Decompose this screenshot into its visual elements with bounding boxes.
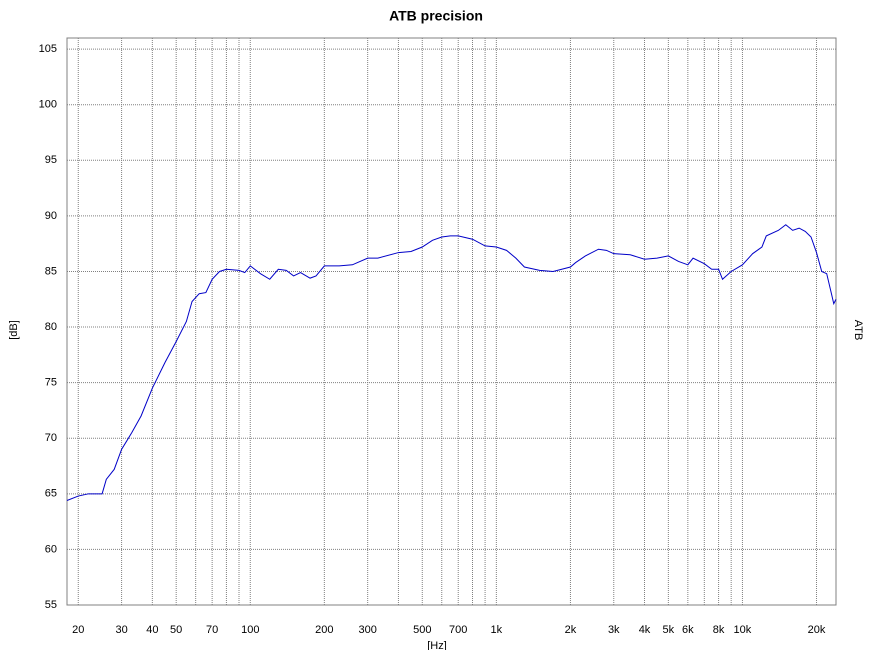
y-tick-label: 55 bbox=[45, 599, 57, 611]
y-tick-label: 95 bbox=[45, 154, 57, 166]
y-tick-label: 100 bbox=[39, 99, 57, 111]
x-tick-label: 20k bbox=[808, 624, 826, 636]
x-axis-label: [Hz] bbox=[427, 640, 447, 650]
x-tick-label: 100 bbox=[241, 624, 259, 636]
x-tick-label: 200 bbox=[315, 624, 333, 636]
y-tick-label: 80 bbox=[45, 321, 57, 333]
x-tick-label: 20 bbox=[72, 624, 84, 636]
chart-title: ATB precision bbox=[389, 8, 483, 24]
y-tick-label: 75 bbox=[45, 377, 57, 389]
x-tick-label: 50 bbox=[170, 624, 182, 636]
y-axis-label: [dB] bbox=[8, 320, 20, 340]
x-tick-label: 8k bbox=[713, 624, 725, 636]
x-tick-label: 500 bbox=[413, 624, 431, 636]
x-tick-label: 700 bbox=[449, 624, 467, 636]
plot-area bbox=[66, 37, 837, 606]
y-tick-label: 70 bbox=[45, 432, 57, 444]
y-tick-label: 105 bbox=[39, 43, 57, 55]
x-tick-label: 70 bbox=[206, 624, 218, 636]
x-tick-label: 5k bbox=[663, 624, 675, 636]
x-tick-label: 4k bbox=[639, 624, 651, 636]
x-tick-label: 3k bbox=[608, 624, 620, 636]
x-tick-label: 6k bbox=[682, 624, 694, 636]
x-tick-label: 1k bbox=[491, 624, 503, 636]
x-tick-label: 30 bbox=[115, 624, 127, 636]
x-tick-label: 10k bbox=[734, 624, 752, 636]
x-tick-label: 2k bbox=[565, 624, 577, 636]
x-tick-label: 300 bbox=[358, 624, 376, 636]
y-tick-label: 65 bbox=[45, 488, 57, 500]
y-tick-label: 60 bbox=[45, 543, 57, 555]
y-tick-label: 90 bbox=[45, 210, 57, 222]
right-axis-label: ATB bbox=[852, 320, 864, 341]
x-tick-label: 40 bbox=[146, 624, 158, 636]
y-tick-label: 85 bbox=[45, 265, 57, 277]
response-line bbox=[66, 224, 837, 501]
